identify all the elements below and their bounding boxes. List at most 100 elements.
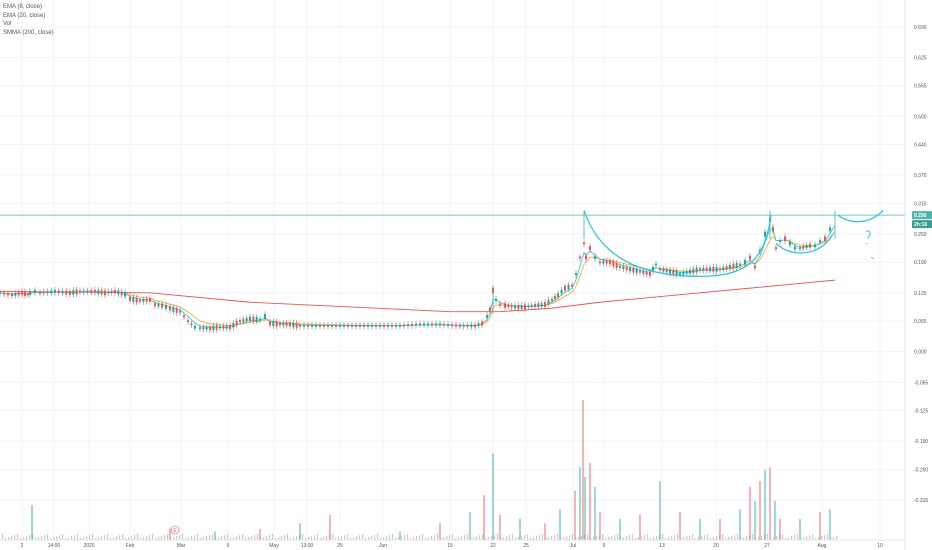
x-tick-label: 25 [523,543,529,549]
volume-bar [50,538,52,540]
candle-body [411,323,413,326]
candle-body [259,318,261,321]
candle-body [715,266,718,272]
volume-bar [722,534,724,540]
volume-bar [281,536,283,540]
volume-bar [650,538,652,540]
x-tick-label: 6 [227,543,230,549]
countdown-tag [912,220,932,229]
candle-body [202,326,205,330]
question-dot [866,242,868,244]
volume-bar [617,534,619,540]
candle-body [46,291,49,294]
candle-body [615,263,618,268]
legend-smma[interactable]: SMMA (200, close) [3,29,54,36]
volume-bar [623,537,625,540]
volume-bar [296,536,298,540]
volume-bar [829,509,831,540]
candle-body [149,298,151,302]
volume-bar [116,536,118,540]
volume-bar [800,538,802,540]
volume-bar [233,537,235,540]
candle-body [249,316,251,321]
indicator-legend: EMA (8, close) EMA (20, close) Vol SMMA … [3,3,54,37]
handle-curve [775,233,834,254]
volume-bar [767,534,769,540]
legend-ema8[interactable]: EMA (8, close) [3,4,43,10]
candle-body [602,260,605,264]
candle-body [784,236,786,242]
candle-body [107,291,110,294]
grid-lines [0,0,905,540]
volume-bar [818,537,820,540]
volume-bar [254,535,256,540]
candle-body [21,290,23,295]
volume-bar [620,538,622,540]
candle-body [54,290,56,293]
volume-bar [290,538,292,540]
candle-body [295,322,298,328]
volume-bar [203,537,205,540]
volume-bar [320,538,322,540]
candle-body [161,303,163,308]
volume-bar [774,500,776,540]
candle-body [470,324,473,328]
candle-body [215,325,218,330]
candle-body [451,324,453,327]
price-layer [0,210,836,334]
candle-body [135,297,138,303]
volume-bar [806,536,808,540]
volume-bar [569,535,571,540]
legend-ema20[interactable]: EMA (20, close) [3,12,46,19]
volume-bar [399,531,401,540]
candle-body [819,240,821,242]
candle-body [712,266,715,272]
candle-body [264,314,266,319]
volume-bar [584,477,586,540]
volume-bar [492,453,494,540]
volume-bar [683,537,685,540]
x-tick-label: Jun [379,543,387,549]
volume-bar [365,538,367,540]
volume-bar [635,538,637,540]
volume-bar [188,537,190,540]
candle-body [100,290,103,295]
candle-body [29,290,31,295]
y-tick-label: 0.690 [914,25,927,31]
candle-body [662,268,665,272]
volume-bar [794,535,796,540]
volume-bar [590,538,592,540]
volume-bar [68,537,70,540]
volume-bar [482,534,484,540]
candle-body [754,265,756,269]
volume-bar [95,538,97,540]
volume-bar [671,536,673,540]
x-tick-label: 25 [337,543,343,549]
volume-bar [308,537,310,540]
volume-bars [2,400,838,540]
volume-bar [719,519,721,540]
volume-bar [599,512,601,540]
candle-body [379,324,381,327]
volume-bar [749,535,751,540]
candle-body [619,265,621,268]
legend-vol[interactable]: Vol [3,21,12,28]
volume-bar [809,535,811,540]
candle-body [120,291,123,296]
x-tick-label: Feb [126,543,135,549]
candle-body [391,324,393,327]
candle-body [282,322,285,326]
volume-bar [392,534,394,540]
volume-bar [350,538,352,540]
volume-bar [483,495,485,540]
volume-bar [371,536,373,540]
candle-body [39,291,41,294]
volume-bar [428,537,430,540]
volume-bar [499,514,501,540]
volume-bar [464,535,466,540]
candle-body [575,273,577,275]
volume-bar [731,536,733,540]
candle-body [110,290,113,293]
question-mark [865,230,871,240]
